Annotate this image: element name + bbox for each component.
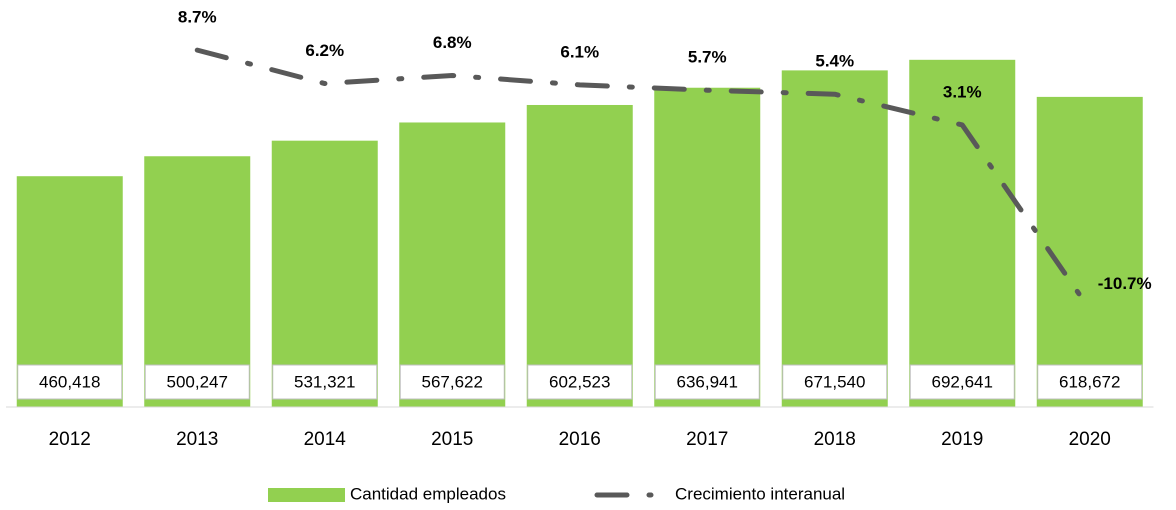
bar (654, 87, 761, 407)
data-label-box (909, 364, 1015, 400)
x-tick-label: 2015 (431, 429, 473, 450)
x-tick-label: 2018 (814, 429, 856, 450)
x-tick-label: 2020 (1069, 429, 1111, 450)
bar (781, 70, 888, 408)
data-label: 618,672 (1059, 372, 1120, 391)
x-tick-label: 2014 (304, 429, 347, 450)
data-label: 602,523 (549, 372, 610, 391)
data-label: 5.7% (688, 48, 727, 67)
data-label: 692,641 (932, 372, 993, 391)
legend-swatch (268, 488, 345, 502)
data-label-box (272, 364, 378, 400)
data-label: 6.8% (433, 33, 472, 52)
x-tick-label: 2017 (686, 429, 728, 450)
data-label-box (144, 364, 250, 400)
data-label-box (782, 364, 888, 400)
x-tick-label: 2013 (176, 429, 218, 450)
data-label: 460,418 (39, 372, 100, 391)
data-label: 6.2% (305, 41, 344, 60)
line (194, 47, 1093, 312)
bar (399, 122, 506, 408)
data-label: 6.1% (560, 42, 599, 61)
data-label-box (654, 364, 760, 400)
x-tick-label: 2019 (941, 429, 983, 450)
bar (1036, 96, 1143, 408)
data-label: 3.1% (943, 82, 982, 101)
bar (271, 140, 378, 407)
legend-label: Cantidad empleados (350, 484, 506, 503)
data-label-box (1037, 364, 1143, 400)
data-label-box (527, 364, 633, 400)
bar (909, 59, 1016, 408)
data-label: 8.7% (178, 8, 217, 27)
data-label-box (399, 364, 505, 400)
x-tick-label: 2012 (49, 429, 91, 450)
data-label: 671,540 (804, 372, 865, 391)
x-tick-label: 2016 (559, 429, 601, 450)
legend-label: Crecimiento interanual (675, 484, 845, 503)
data-label: -10.7% (1098, 274, 1152, 293)
bar (526, 104, 633, 407)
data-label: 531,321 (294, 372, 355, 391)
data-label-box (17, 364, 123, 400)
data-label: 500,247 (167, 372, 228, 391)
data-label: 636,941 (677, 372, 738, 391)
data-label: 567,622 (422, 372, 483, 391)
data-label: 5.4% (815, 52, 854, 71)
